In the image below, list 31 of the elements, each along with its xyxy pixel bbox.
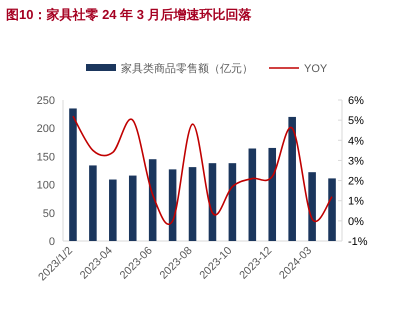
bar [188, 167, 196, 241]
legend-label: 家具类商品零售额（亿元） [121, 62, 253, 75]
bar [128, 176, 137, 241]
bar [308, 172, 316, 241]
y-tick-label: 150 [36, 151, 55, 164]
y2-tick-label: 4% [348, 135, 364, 148]
y2-tick-label: 6% [348, 95, 364, 107]
y2-tick-label: 3% [348, 155, 364, 168]
y-tick-label: 100 [36, 180, 55, 192]
bar [168, 169, 176, 241]
bar [288, 116, 296, 241]
bar [228, 163, 236, 241]
bar [248, 148, 256, 241]
y2-tick-label: 5% [348, 115, 364, 128]
chart-title: 图10：家具社零 24 年 3 月后增速环比回落 [6, 7, 253, 22]
y2-tick-label: 2% [348, 176, 364, 188]
bar [89, 165, 97, 241]
bar [69, 108, 77, 241]
bar [268, 148, 276, 241]
y2-tick-label: 0% [348, 216, 364, 228]
legend-label: YOY [304, 63, 328, 75]
bar [328, 178, 336, 241]
bar [148, 159, 156, 241]
y2-tick-label: 1% [348, 196, 364, 208]
bar [208, 163, 216, 241]
y-tick-label: 200 [36, 123, 55, 136]
y2-tick-label: -1% [348, 236, 368, 248]
y-tick-label: 0 [48, 236, 55, 248]
y-tick-label: 50 [42, 208, 55, 220]
y-tick-label: 250 [36, 95, 55, 107]
bar [109, 180, 117, 241]
